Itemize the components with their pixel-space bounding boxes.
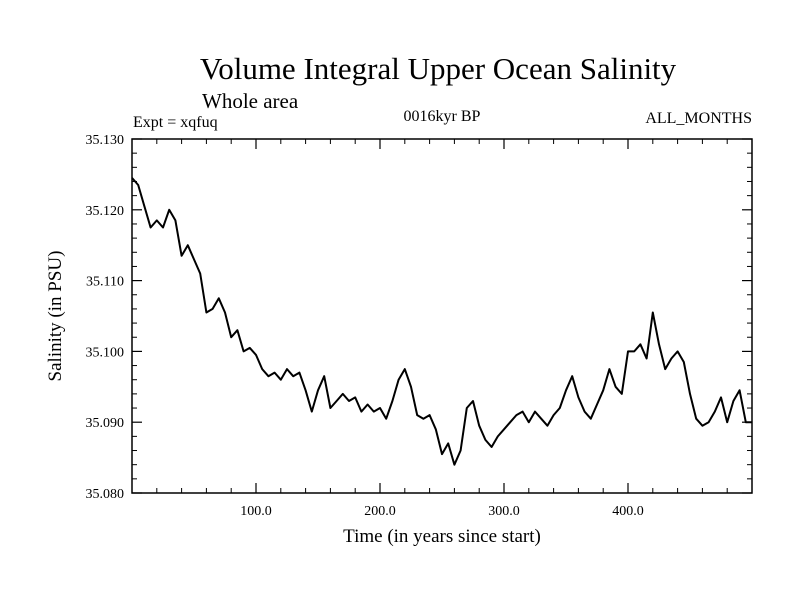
y-axis-ticks: 35.080 35.090 35.100 35.110 35.120 35.130 <box>86 133 752 502</box>
chart-subtitle: Whole area <box>202 89 299 113</box>
y-tick-label: 35.120 <box>86 204 125 219</box>
y-tick-label: 35.110 <box>86 275 124 290</box>
period-label: 0016kyr BP <box>404 108 481 125</box>
y-tick-label: 35.130 <box>86 133 125 148</box>
y-tick-label: 35.100 <box>86 345 125 360</box>
x-axis-ticks: 100.0 200.0 300.0 400.0 <box>156 139 728 519</box>
x-tick-label: 300.0 <box>488 504 520 519</box>
experiment-label: Expt = xqfuq <box>133 114 218 131</box>
chart-title: Volume Integral Upper Ocean Salinity <box>200 51 677 86</box>
y-tick-label: 35.090 <box>86 416 125 431</box>
x-tick-label: 200.0 <box>364 504 396 519</box>
y-axis-label: Salinity (in PSU) <box>45 251 66 382</box>
plot-frame <box>131 138 753 494</box>
x-tick-label: 100.0 <box>240 504 272 519</box>
months-label: ALL_MONTHS <box>645 110 752 127</box>
x-tick-label: 400.0 <box>612 504 644 519</box>
x-axis-label: Time (in years since start) <box>343 526 541 547</box>
y-tick-label: 35.080 <box>86 487 125 502</box>
salinity-series-line <box>131 177 752 466</box>
